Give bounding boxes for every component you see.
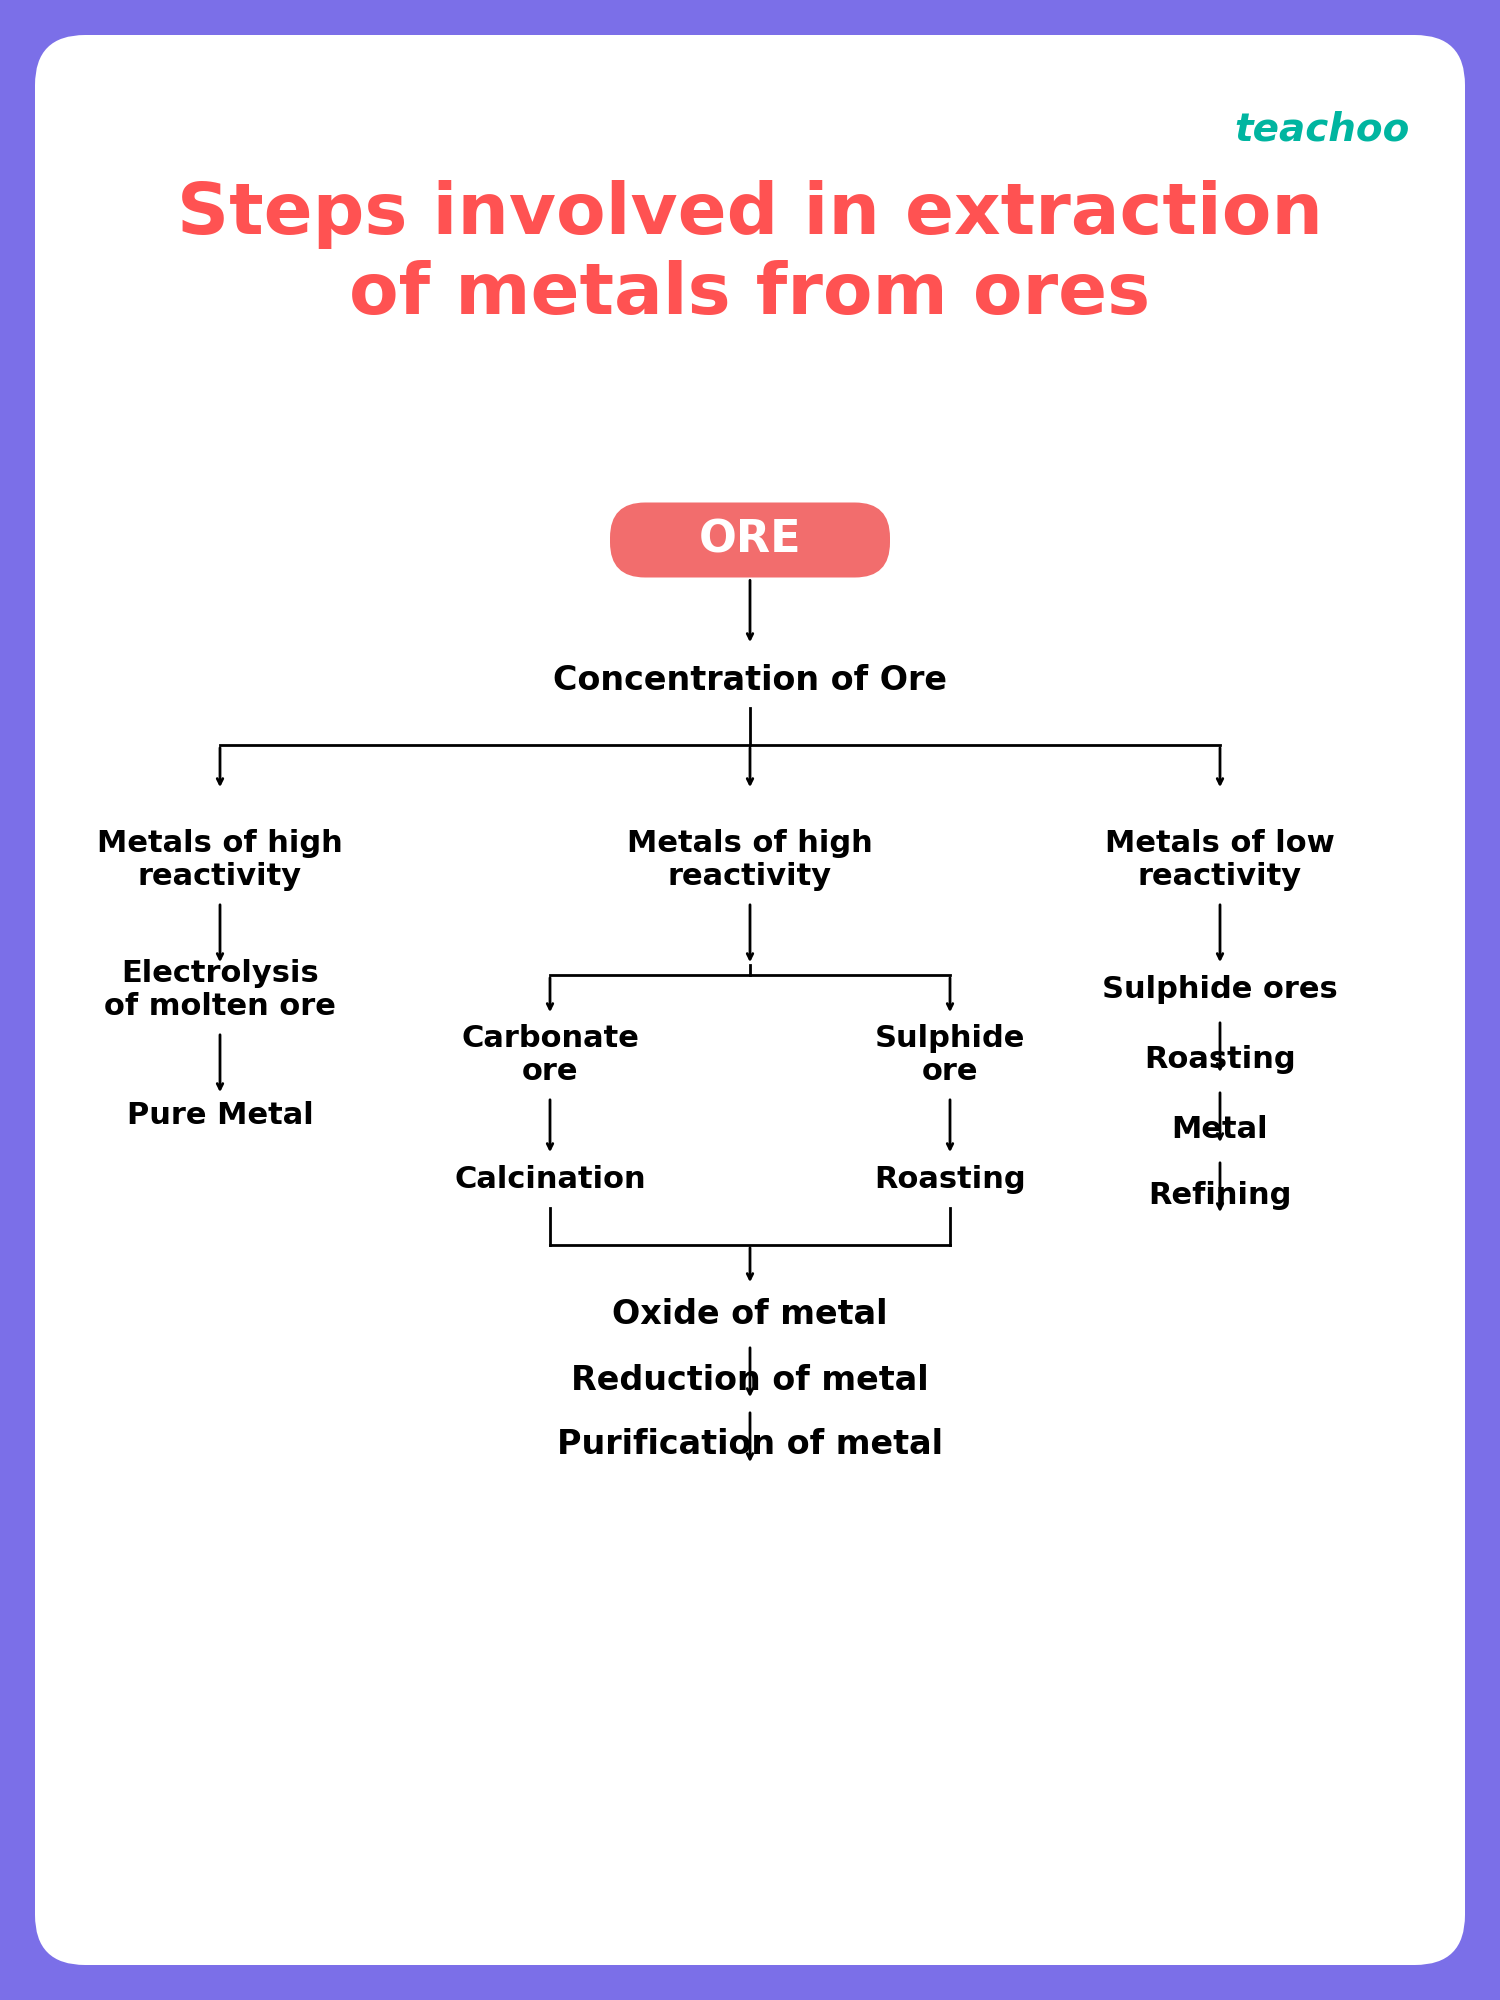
FancyBboxPatch shape (34, 34, 1466, 1964)
Text: Electrolysis
of molten ore: Electrolysis of molten ore (104, 958, 336, 1022)
Text: Metals of low
reactivity: Metals of low reactivity (1106, 828, 1335, 892)
FancyBboxPatch shape (610, 502, 890, 578)
Text: Metals of high
reactivity: Metals of high reactivity (627, 828, 873, 892)
Text: Roasting: Roasting (874, 1166, 1026, 1194)
Text: Refining: Refining (1149, 1180, 1292, 1210)
Text: Oxide of metal: Oxide of metal (612, 1298, 888, 1332)
Text: Purification of metal: Purification of metal (556, 1428, 944, 1462)
Text: Metals of high
reactivity: Metals of high reactivity (98, 828, 344, 892)
Text: Sulphide
ore: Sulphide ore (874, 1024, 1025, 1086)
Text: Steps involved in extraction
of metals from ores: Steps involved in extraction of metals f… (177, 180, 1323, 328)
Text: ORE: ORE (699, 518, 801, 562)
Text: Metal: Metal (1172, 1116, 1269, 1144)
Text: teachoo: teachoo (1234, 110, 1410, 148)
Text: Calcination: Calcination (454, 1166, 646, 1194)
Text: Sulphide ores: Sulphide ores (1102, 976, 1338, 1004)
Text: Carbonate
ore: Carbonate ore (460, 1024, 639, 1086)
Text: Concentration of Ore: Concentration of Ore (554, 664, 946, 696)
Text: Roasting: Roasting (1144, 1046, 1296, 1074)
Text: Pure Metal: Pure Metal (126, 1100, 314, 1130)
Text: Reduction of metal: Reduction of metal (572, 1364, 928, 1396)
